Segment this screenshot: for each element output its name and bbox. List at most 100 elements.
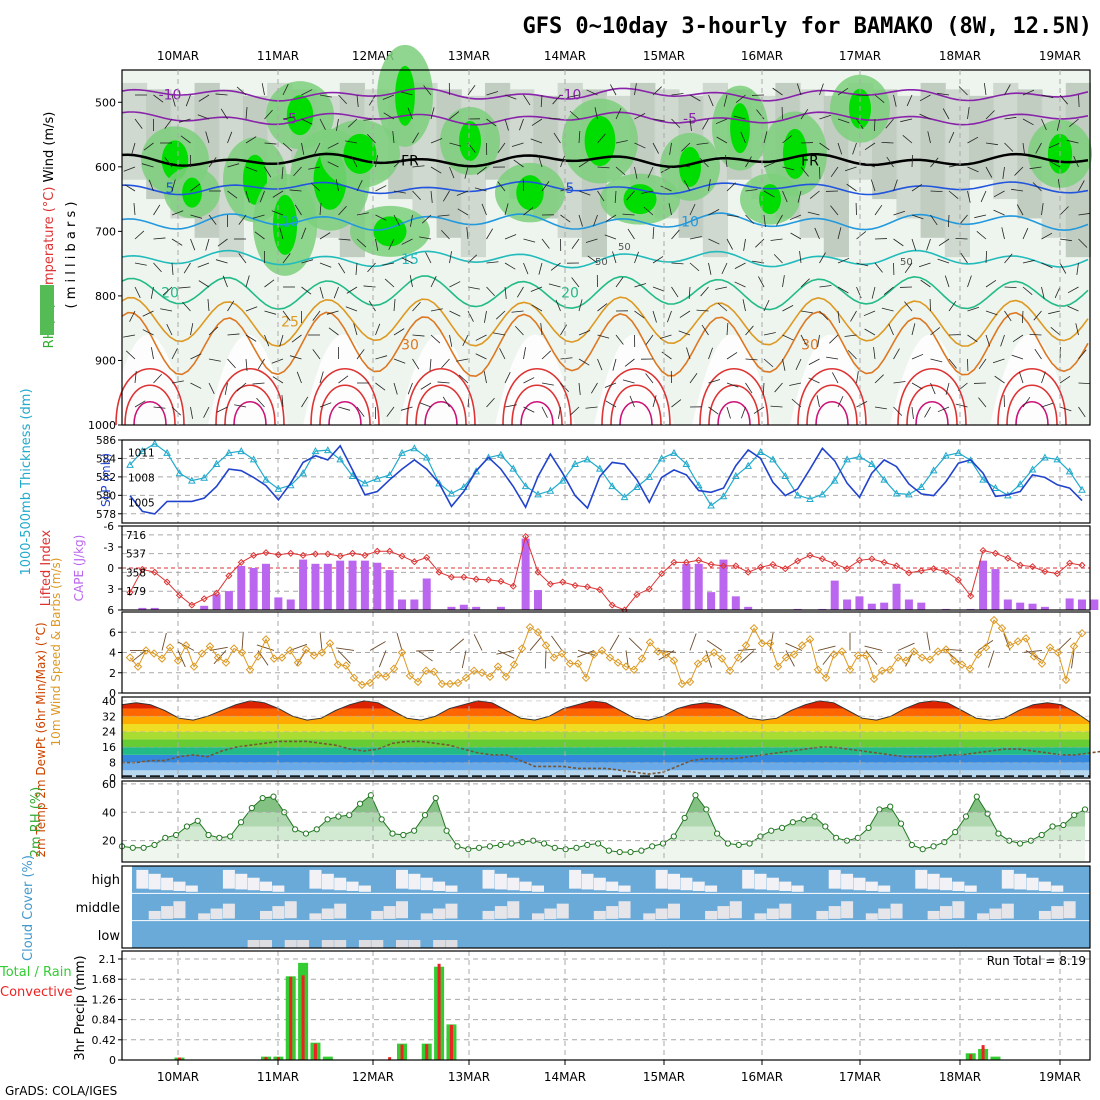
wind-barb <box>328 327 339 336</box>
wind-barb <box>832 372 839 384</box>
cloud-middle-cell <box>396 901 408 919</box>
wind-barb <box>338 94 347 105</box>
rh-point <box>952 829 959 836</box>
wind-barb <box>134 286 141 298</box>
wind-barb <box>245 107 248 120</box>
wind-speed-point <box>285 646 295 655</box>
wind-barb <box>980 190 987 203</box>
wind-barb <box>245 190 250 203</box>
wind-barb <box>171 94 176 107</box>
rh-point <box>400 831 407 839</box>
thickness-point <box>1065 467 1074 475</box>
wind-barb <box>740 650 755 663</box>
wind-barb <box>538 262 543 275</box>
cloud-middle-cell <box>828 906 841 919</box>
cloud-low-cell <box>408 940 421 948</box>
wind-barb <box>782 190 788 203</box>
wind-speed-point <box>405 671 415 681</box>
rh-point <box>183 823 191 830</box>
cloud-middle-cell <box>420 913 433 920</box>
wind-barb <box>515 325 524 336</box>
thickness-point <box>855 452 864 460</box>
tick-label: 537 <box>126 549 146 561</box>
temperature-outline <box>121 700 1091 779</box>
lifted-index-point <box>645 585 653 593</box>
wind-barb <box>1029 333 1042 336</box>
rh-point <box>1081 806 1089 813</box>
wind-barb <box>560 357 573 360</box>
panel-background <box>122 440 1090 523</box>
cape-bar <box>299 559 308 610</box>
thickness-point <box>249 455 258 463</box>
cloud-middle-cell <box>494 906 507 919</box>
wind-barb <box>355 262 358 275</box>
lifted-index-point <box>361 551 369 559</box>
wind-barb <box>874 262 883 273</box>
cloud-low-cell <box>396 940 408 948</box>
thickness-point <box>398 448 406 456</box>
wind-barb <box>756 109 765 120</box>
wind-barb <box>238 214 247 225</box>
wind-barb <box>504 404 517 408</box>
wind-barb <box>610 84 617 96</box>
wind-speed-point <box>341 661 351 670</box>
wind-barb <box>257 358 265 370</box>
wind-barb <box>597 358 603 371</box>
wind-barb <box>597 166 610 169</box>
rh-point <box>833 834 840 841</box>
lifted-index-point <box>695 556 703 564</box>
wind-barb <box>1078 212 1091 216</box>
wind-barb <box>904 301 913 312</box>
wind-barb <box>819 114 832 120</box>
wind-barb <box>856 371 859 384</box>
lifted-index-point <box>386 547 394 555</box>
wind-barb <box>1073 155 1079 168</box>
wind-barb <box>1022 259 1035 264</box>
lifted-index-point <box>596 586 604 594</box>
lifted-index-point <box>126 588 134 597</box>
wind-barb <box>419 402 432 408</box>
wind-barb <box>622 379 635 384</box>
wind-barb <box>160 308 173 312</box>
precip-convective-bar <box>276 1057 280 1060</box>
wind-speed-point <box>157 654 167 663</box>
wind-barb <box>1057 637 1072 651</box>
wind-barb <box>504 118 509 131</box>
wind-barb <box>808 377 820 384</box>
tick-label: 586 <box>96 435 116 447</box>
wind-barb <box>671 399 682 408</box>
wind-barb <box>609 634 620 651</box>
rh-point <box>454 843 461 850</box>
wind-barb <box>1002 166 1005 179</box>
wind-barb <box>425 252 432 264</box>
lifted-index-point <box>188 601 196 609</box>
tick-label: 60 <box>102 778 116 791</box>
thickness-point <box>237 447 246 455</box>
precip-convective-bar <box>301 975 305 1060</box>
wind-barb <box>497 142 506 153</box>
wind-barb <box>958 86 968 96</box>
wind-barb <box>689 633 697 651</box>
wind-barb <box>721 262 728 275</box>
wind-barb <box>641 190 654 194</box>
cloud-high-cell <box>606 881 619 891</box>
isotherm-line <box>520 400 554 426</box>
rh-point <box>259 794 266 802</box>
wind-barb <box>301 89 313 96</box>
wind-speed-point <box>317 648 327 657</box>
rh-shading <box>782 128 808 179</box>
wind-barb <box>530 138 543 144</box>
thickness-point <box>187 476 196 484</box>
wind-barb <box>668 203 672 216</box>
cloud-middle-cell <box>952 901 965 919</box>
rh-point <box>151 841 158 849</box>
wind-barb <box>393 328 405 336</box>
wind-barb <box>902 134 913 144</box>
wind-barb <box>1004 253 1013 264</box>
wind-barb <box>985 110 995 120</box>
wind-speed-point <box>1077 629 1087 638</box>
wind-barb <box>918 262 931 268</box>
tick-label: 1.68 <box>92 973 117 986</box>
wind-barb <box>671 286 679 298</box>
